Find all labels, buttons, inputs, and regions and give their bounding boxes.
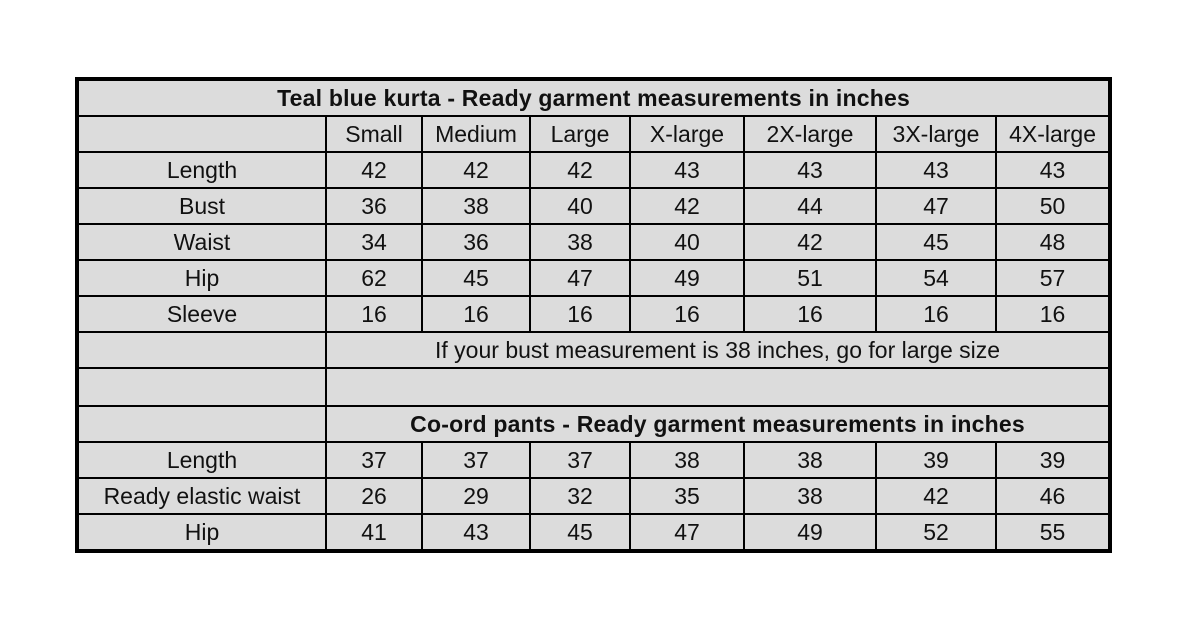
cell: 16 <box>529 295 631 333</box>
note-row: If your bust measurement is 38 inches, g… <box>76 331 1112 369</box>
row-label: Length <box>76 151 327 189</box>
kurta-title: Teal blue kurta - Ready garment measurem… <box>75 78 1112 117</box>
cell: 43 <box>875 151 997 189</box>
cell-highlighted: 47 <box>529 259 631 297</box>
size-chart: Teal blue kurta - Ready garment measurem… <box>75 77 1113 553</box>
cell: 45 <box>875 223 997 261</box>
row-label: Ready elastic waist <box>76 477 327 515</box>
size-header-2xlarge: 2X-large <box>743 115 877 153</box>
size-header-medium: Medium <box>421 115 531 153</box>
cell: 43 <box>994 151 1112 189</box>
pants-title: Co-ord pants - Ready garment measurement… <box>324 405 1112 443</box>
cell: 38 <box>743 441 877 479</box>
size-header-large: Large <box>529 115 631 153</box>
cell: 48 <box>994 223 1112 261</box>
pants-row-length: Length 37 37 37 38 38 39 39 <box>76 441 1112 479</box>
cell: 43 <box>629 151 745 189</box>
cell-highlighted: 54 <box>875 259 997 297</box>
cell: 16 <box>629 295 745 333</box>
size-header-xlarge: X-large <box>629 115 745 153</box>
size-header-4xlarge: 4X-large <box>994 115 1112 153</box>
cell: 42 <box>325 151 423 189</box>
kurta-title-row: Teal blue kurta - Ready garment measurem… <box>75 78 1112 117</box>
empty-label-cell <box>76 367 327 407</box>
empty-label-cell <box>76 405 327 443</box>
cell: 39 <box>875 441 997 479</box>
cell: 38 <box>529 223 631 261</box>
cell: 35 <box>629 477 745 515</box>
cell: 16 <box>421 295 531 333</box>
cell: 16 <box>994 295 1112 333</box>
cell: 42 <box>875 477 997 515</box>
row-label: Hip <box>76 259 327 297</box>
row-label: Bust <box>76 187 327 225</box>
pants-row-hip: Hip 41 43 45 47 49 52 55 <box>76 513 1112 552</box>
cell: 45 <box>529 513 631 552</box>
cell: 38 <box>743 477 877 515</box>
kurta-row-bust: Bust 36 38 40 42 44 47 50 <box>76 187 1112 225</box>
cell: 47 <box>875 187 997 225</box>
size-header-row: Small Medium Large X-large 2X-large 3X-l… <box>76 115 1112 153</box>
kurta-row-hip: Hip 62 45 47 49 51 54 57 <box>76 259 1112 297</box>
cell: 46 <box>994 477 1112 515</box>
cell: 26 <box>325 477 423 515</box>
cell: 32 <box>529 477 631 515</box>
cell-highlighted: 57 <box>994 259 1112 297</box>
cell: 16 <box>875 295 997 333</box>
cell: 43 <box>421 513 531 552</box>
cell: 16 <box>743 295 877 333</box>
cell: 49 <box>743 513 877 552</box>
cell: 47 <box>629 513 745 552</box>
cell: 38 <box>629 441 745 479</box>
cell-highlighted: 49 <box>629 259 745 297</box>
row-label: Hip <box>76 513 327 552</box>
size-header-small: Small <box>325 115 423 153</box>
cell-highlighted: 45 <box>421 259 531 297</box>
cell: 50 <box>994 187 1112 225</box>
cell: 62 <box>325 259 423 297</box>
empty-label-cell <box>76 331 327 369</box>
cell: 55 <box>994 513 1112 552</box>
kurta-row-waist: Waist 34 36 38 40 42 45 48 <box>76 223 1112 261</box>
cell: 16 <box>325 295 423 333</box>
cell: 37 <box>325 441 423 479</box>
cell: 34 <box>325 223 423 261</box>
row-label: Waist <box>76 223 327 261</box>
pants-title-row: Co-ord pants - Ready garment measurement… <box>76 405 1112 443</box>
cell: 37 <box>421 441 531 479</box>
cell: 36 <box>421 223 531 261</box>
cell: 37 <box>529 441 631 479</box>
size-chart-table: Teal blue kurta - Ready garment measurem… <box>75 77 1113 553</box>
kurta-row-length: Length 42 42 42 43 43 43 43 <box>76 151 1112 189</box>
bust-note: If your bust measurement is 38 inches, g… <box>324 331 1112 369</box>
pants-row-elastic-waist: Ready elastic waist 26 29 32 35 38 42 46 <box>76 477 1112 515</box>
cell: 40 <box>629 223 745 261</box>
cell: 42 <box>529 151 631 189</box>
row-label: Length <box>76 441 327 479</box>
size-header-3xlarge: 3X-large <box>875 115 997 153</box>
cell: 39 <box>994 441 1112 479</box>
cell: 42 <box>421 151 531 189</box>
corner-cell <box>76 115 327 153</box>
cell: 44 <box>743 187 877 225</box>
cell: 38 <box>421 187 531 225</box>
cell: 41 <box>325 513 423 552</box>
kurta-row-sleeve: Sleeve 16 16 16 16 16 16 16 <box>76 295 1112 333</box>
cell: 36 <box>325 187 423 225</box>
spacer-row <box>76 367 1112 407</box>
cell: 40 <box>529 187 631 225</box>
cell: 42 <box>629 187 745 225</box>
cell: 43 <box>743 151 877 189</box>
row-label: Sleeve <box>76 295 327 333</box>
cell-highlighted: 51 <box>743 259 877 297</box>
cell: 42 <box>743 223 877 261</box>
empty-cell <box>324 367 1112 407</box>
cell: 29 <box>421 477 531 515</box>
cell: 52 <box>875 513 997 552</box>
